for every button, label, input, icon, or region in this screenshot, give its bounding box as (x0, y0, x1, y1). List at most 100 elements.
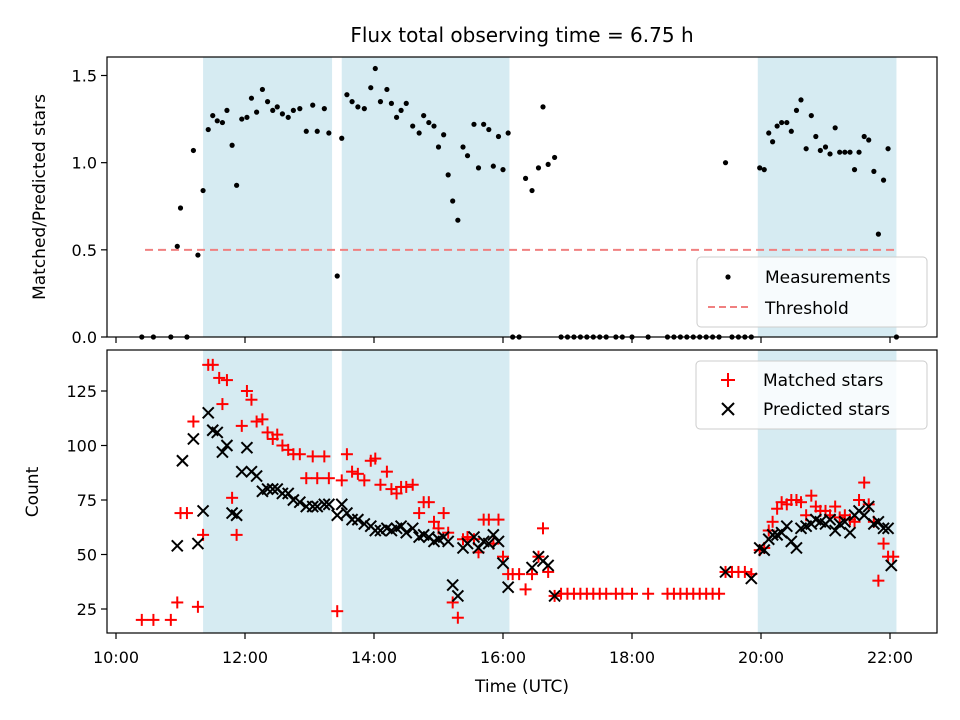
measurement-point (885, 146, 891, 152)
measurement-point (500, 167, 506, 173)
measurement-point (219, 119, 226, 126)
measurement-point (334, 273, 340, 279)
measurement-point (856, 149, 862, 155)
top-panel: 0.0 0.5 1.0 1.5 Matched/Predicted stars Mea… (30, 56, 938, 347)
measurement-point (234, 182, 240, 188)
measurement-point (779, 119, 785, 126)
y-tick-label: 50 (77, 546, 97, 565)
matched-star-point (135, 613, 148, 626)
measurement-point (822, 144, 829, 150)
predicted-star-point (369, 524, 382, 537)
measurement-point (847, 149, 853, 155)
measurement-point (866, 137, 872, 143)
measurement-point (529, 187, 535, 194)
matched-star-point (642, 587, 655, 600)
y-tick-label: 100 (66, 437, 97, 456)
matched-star-point (206, 358, 219, 371)
measurement-point (205, 126, 211, 133)
measurement-point (486, 126, 492, 133)
measurement-point (195, 252, 201, 258)
predicted-star-point (780, 519, 794, 533)
bottom-y-ticks: 25 50 75 100 125 (66, 382, 107, 619)
measurement-point (239, 116, 245, 122)
measurement-point (832, 125, 838, 131)
measurement-point (552, 154, 558, 161)
measurement-point (505, 130, 511, 136)
predicted-star-point (862, 500, 875, 513)
predicted-star-point (745, 572, 758, 585)
measurement-point (349, 99, 355, 105)
measurement-point (431, 123, 437, 129)
measurement-point (788, 128, 794, 134)
y-tick-label: 1.0 (72, 154, 97, 173)
matched-star-point (877, 537, 890, 550)
measurement-point (471, 121, 477, 127)
measurement-point (827, 151, 833, 157)
matched-star-point (461, 531, 474, 544)
shaded-interval (341, 57, 510, 337)
matched-star-point (492, 513, 505, 526)
matched-star-point (775, 496, 788, 509)
matched-star-point (250, 415, 263, 428)
measurement-point (254, 109, 260, 115)
measurement-point (817, 147, 823, 154)
measurement-point (274, 104, 280, 110)
measurement-point (851, 167, 858, 173)
x-tick-label: 14:00 (351, 648, 397, 667)
matched-star-point (318, 450, 331, 463)
measurement-point (490, 163, 496, 169)
top-y-axis-label: Matched/Predicted stars (30, 94, 50, 300)
predicted-star-point (406, 522, 419, 535)
matched-star-point (853, 494, 866, 506)
measurement-point (210, 112, 216, 119)
predicted-star-point (220, 439, 234, 452)
measurement-point (475, 165, 482, 171)
bottom-shaded-intervals (203, 350, 897, 633)
legend-predicted-label: Predicted stars (763, 400, 890, 420)
measurement-point (784, 119, 790, 126)
bottom-axes-frame (106, 349, 938, 634)
measurement-point (303, 128, 309, 134)
measurement-point (416, 130, 422, 136)
measurement-point (495, 133, 502, 140)
legend-matched-label: Matched stars (763, 371, 883, 391)
x-axis-label: Time (UTC) (474, 677, 569, 697)
predicted-star-point (230, 509, 243, 522)
predicted-star-point (306, 500, 319, 513)
predicted-star-point (766, 528, 779, 542)
predicted-star-point (331, 509, 344, 522)
predicted-star-point (250, 469, 263, 483)
measurement-point (861, 133, 867, 140)
matched-star-point (713, 587, 726, 600)
measurement-point (361, 106, 367, 112)
matched-star-point (358, 474, 371, 487)
y-tick-label: 75 (77, 491, 97, 510)
predicted-star-point (276, 487, 289, 500)
bottom-y-axis-label: Count (23, 466, 43, 517)
y-tick-label: 0.5 (72, 241, 97, 260)
measurement-point (774, 123, 780, 129)
measurement-point (398, 107, 404, 113)
legend-predicted-marker (721, 402, 735, 416)
matched-star-point (446, 596, 459, 609)
measurement-point (766, 130, 772, 136)
predicted-star-point (881, 522, 895, 535)
matched-star-point (626, 587, 638, 600)
measurement-point (372, 65, 378, 72)
predicted-star-point (482, 537, 496, 550)
measurement-point (377, 99, 384, 105)
predicted-star-point (877, 522, 890, 535)
measurement-point (842, 149, 848, 155)
matched-star-point (437, 507, 450, 520)
measurement-point (481, 121, 487, 127)
matched-star-point (887, 550, 900, 563)
top-x-ticks (115, 337, 891, 343)
matched-star-point (542, 565, 555, 578)
predicted-star-point (322, 498, 336, 511)
legend-matched-marker (721, 373, 735, 387)
shaded-interval (203, 350, 333, 633)
y-tick-label: 25 (77, 600, 97, 619)
measurement-point (535, 165, 542, 171)
predicted-star-point (311, 500, 324, 513)
shaded-interval (203, 57, 333, 337)
